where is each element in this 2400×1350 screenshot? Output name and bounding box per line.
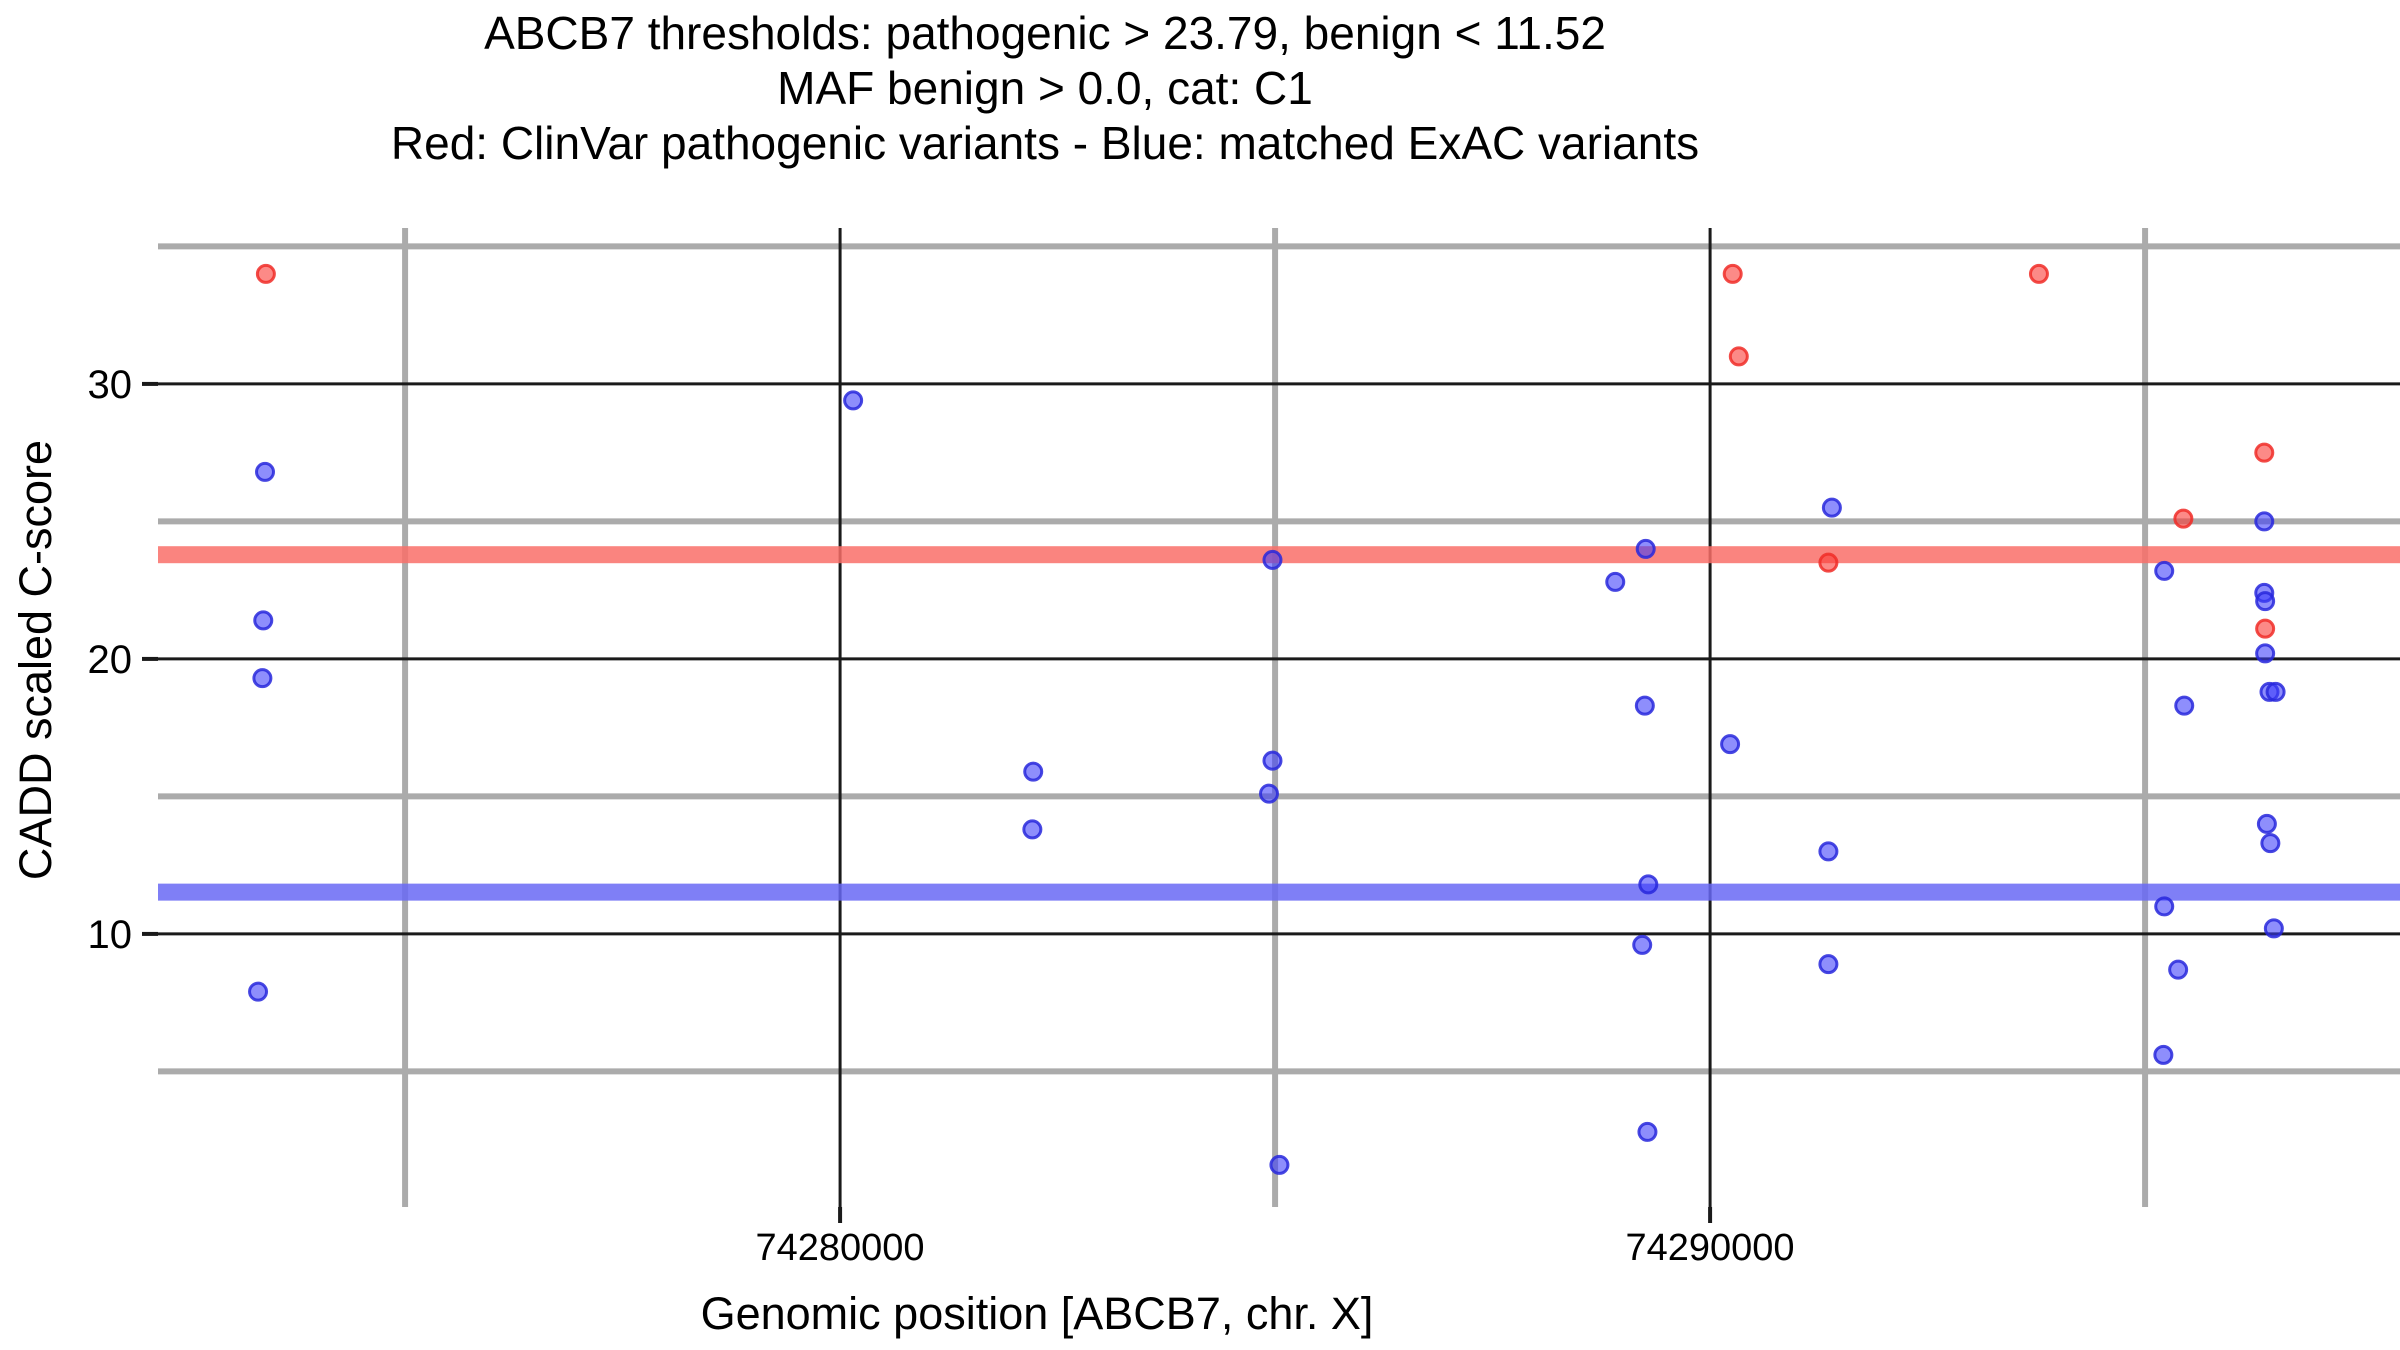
title-line-1: ABCB7 thresholds: pathogenic > 23.79, be…	[484, 7, 1606, 59]
exac-point	[1023, 761, 1044, 782]
minor-gridlines	[158, 228, 2400, 1207]
pathogenic-point	[2254, 442, 2275, 463]
exac-point	[2260, 833, 2281, 854]
exac-point	[1605, 571, 1626, 592]
exac-point	[1262, 549, 1283, 570]
data-points	[248, 263, 2286, 1175]
exac-point	[1269, 1154, 1290, 1175]
exac-point	[2168, 959, 2189, 980]
x-tick-label-74290000: 74290000	[1625, 1227, 1794, 1269]
exac-point	[843, 390, 864, 411]
exac-point	[2256, 813, 2277, 834]
exac-point	[2154, 560, 2175, 581]
exac-point	[1258, 783, 1279, 804]
exac-point	[2174, 695, 2195, 716]
pathogenic-point	[255, 263, 276, 284]
title-line-2: MAF benign > 0.0, cat: C1	[777, 62, 1313, 114]
pathogenic-point	[1722, 263, 1743, 284]
major-gridlines	[158, 228, 2400, 1207]
exac-point	[1638, 874, 1659, 895]
exac-point	[252, 668, 273, 689]
exac-point	[2153, 1044, 2174, 1065]
y-tick-label-30: 30	[88, 363, 133, 407]
exac-point	[1720, 734, 1741, 755]
pathogenic-point	[1728, 346, 1749, 367]
exac-point	[248, 981, 269, 1002]
pathogenic-point	[1818, 552, 1839, 573]
x-tick-label-74280000: 74280000	[755, 1227, 924, 1269]
exac-point	[255, 461, 276, 482]
exac-point	[253, 610, 274, 631]
y-tick-label-10: 10	[88, 913, 133, 957]
exac-point	[2265, 681, 2286, 702]
pathogenic-point	[2028, 263, 2049, 284]
exac-point	[1637, 1121, 1658, 1142]
y-axis-title: CADD scaled C-score	[10, 439, 61, 881]
pathogenic-point	[2173, 508, 2194, 529]
axis-tick-marks	[142, 381, 1713, 1223]
exac-point	[2255, 643, 2276, 664]
exac-point	[1818, 954, 1839, 975]
exac-point	[2263, 918, 2284, 939]
exac-point	[1818, 841, 1839, 862]
x-axis-title: Genomic position [ABCB7, chr. X]	[700, 1288, 1374, 1339]
pathogenic-point	[2255, 618, 2276, 639]
chart-title: ABCB7 thresholds: pathogenic > 23.79, be…	[0, 6, 2090, 171]
exac-point	[1632, 934, 1653, 955]
exac-point	[1634, 695, 1655, 716]
exac-point	[2154, 896, 2175, 917]
threshold-bands	[158, 546, 2400, 901]
title-line-3: Red: ClinVar pathogenic variants - Blue:…	[390, 117, 1700, 169]
exac-point	[1262, 750, 1283, 771]
benign-threshold-line	[158, 883, 2400, 901]
exac-point	[2254, 511, 2275, 532]
exac-point	[1821, 497, 1842, 518]
exac-point	[1022, 819, 1043, 840]
exac-point	[2255, 591, 2276, 612]
exac-point	[1635, 538, 1656, 559]
y-tick-label-20: 20	[88, 638, 133, 682]
